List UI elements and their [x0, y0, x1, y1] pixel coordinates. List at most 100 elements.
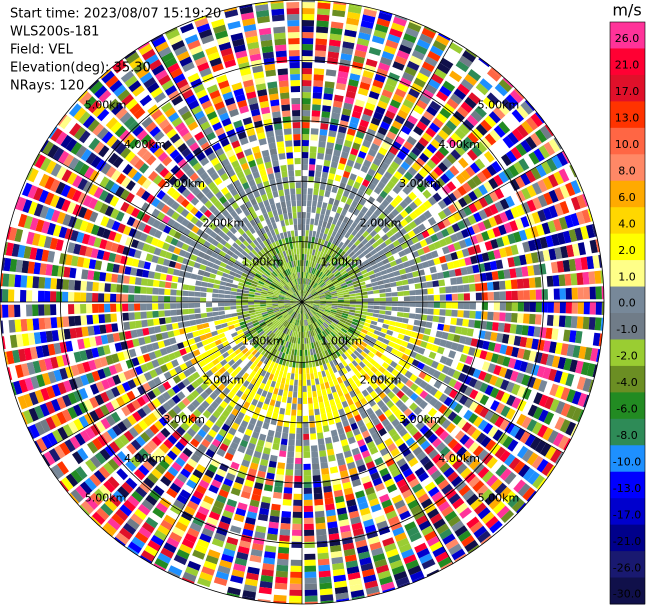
radar-gate	[412, 431, 423, 441]
radar-gate	[249, 363, 257, 370]
radar-gate	[365, 154, 375, 163]
radar-gate	[85, 372, 95, 384]
radar-gate	[278, 413, 285, 421]
radar-gate	[253, 334, 260, 340]
radar-gate	[279, 450, 287, 458]
radar-gate	[233, 323, 241, 328]
radar-gate	[290, 74, 300, 81]
radar-gate	[147, 379, 157, 389]
radar-gate	[266, 303, 273, 306]
radar-gate	[204, 147, 214, 157]
radar-gate	[291, 236, 296, 243]
radar-gate	[265, 260, 272, 267]
radar-gate	[401, 340, 409, 348]
radar-gate	[370, 471, 381, 481]
radar-gate	[340, 530, 352, 539]
radar-gate	[310, 242, 314, 250]
radar-gate	[445, 120, 457, 132]
radar-gate	[290, 317, 294, 324]
radar-gate	[197, 329, 205, 336]
radar-gate	[304, 595, 318, 602]
radar-gate	[340, 114, 350, 122]
radar-gate	[167, 570, 180, 578]
radar-gate	[397, 302, 404, 307]
radar-gate	[355, 490, 365, 499]
radar-gate	[235, 508, 247, 517]
radar-gate	[196, 404, 206, 414]
radar-gate	[120, 189, 130, 200]
radar-gate	[299, 284, 301, 291]
radar-gate	[221, 257, 229, 264]
radar-gate	[392, 61, 405, 71]
radar-gate	[222, 272, 229, 278]
radar-gate	[263, 283, 270, 288]
radar-gate	[176, 309, 183, 316]
radar-gate	[390, 175, 399, 185]
radar-gate	[261, 274, 268, 280]
radar-gate	[292, 279, 296, 286]
radar-gate	[361, 568, 375, 578]
radar-gate	[316, 20, 329, 28]
radar-gate	[516, 385, 527, 398]
radar-gate	[384, 437, 394, 447]
radar-gate	[456, 106, 469, 118]
radar-gate	[257, 282, 264, 287]
radar-gate	[164, 27, 178, 35]
radar-gate	[178, 411, 188, 421]
radar-gate	[172, 375, 182, 384]
radar-gate	[316, 426, 323, 434]
radar-gate	[151, 342, 160, 351]
radar-gate	[479, 382, 489, 393]
radar-gate	[164, 288, 171, 296]
radar-gate	[428, 449, 439, 460]
radar-gate	[331, 556, 344, 565]
radar-gate	[344, 29, 357, 38]
radar-gate	[100, 503, 114, 516]
radar-gate	[347, 572, 361, 581]
radar-gate	[240, 275, 247, 281]
radar-gate	[208, 278, 215, 284]
radar-gate	[324, 308, 331, 311]
radar-gate	[416, 451, 427, 462]
radar-gate	[390, 316, 397, 322]
radar-gate	[33, 203, 44, 217]
radar-gate	[150, 237, 159, 247]
radar-gate	[316, 14, 330, 22]
radar-gate	[328, 367, 334, 375]
radar-gate	[590, 348, 599, 362]
radar-gate	[264, 371, 271, 379]
radar-gate	[311, 281, 316, 288]
radar-gate	[306, 337, 309, 344]
radar-gate	[192, 50, 206, 61]
radar-gate	[287, 309, 293, 314]
radar-gate	[33, 262, 41, 275]
radar-gate	[317, 2, 331, 10]
radar-gate	[205, 396, 214, 405]
radar-gate	[255, 196, 263, 204]
radar-gate	[264, 397, 271, 405]
radar-gate	[287, 26, 300, 33]
radar-gate	[98, 89, 112, 103]
radar-gate	[428, 351, 437, 360]
radar-gate	[363, 322, 371, 328]
radar-gate	[61, 409, 73, 422]
radar-gate	[96, 226, 106, 238]
radar-gate	[276, 337, 281, 344]
radar-gate	[117, 486, 130, 499]
radar-gate	[128, 294, 135, 302]
radar-gate	[190, 254, 198, 262]
radar-gate	[414, 386, 424, 396]
radar-gate	[237, 131, 247, 140]
radar-gate	[261, 255, 268, 262]
radar-gate	[306, 293, 311, 298]
radar-gate	[363, 159, 372, 168]
radar-gate	[109, 182, 120, 194]
radar-gate	[328, 264, 334, 271]
radar-gate	[390, 348, 399, 356]
radar-gate	[419, 152, 430, 163]
radar-gate	[290, 303, 297, 306]
radar-gate	[221, 553, 234, 563]
radar-gate	[73, 243, 82, 255]
radar-gate	[203, 327, 211, 334]
radar-gate	[342, 481, 352, 490]
